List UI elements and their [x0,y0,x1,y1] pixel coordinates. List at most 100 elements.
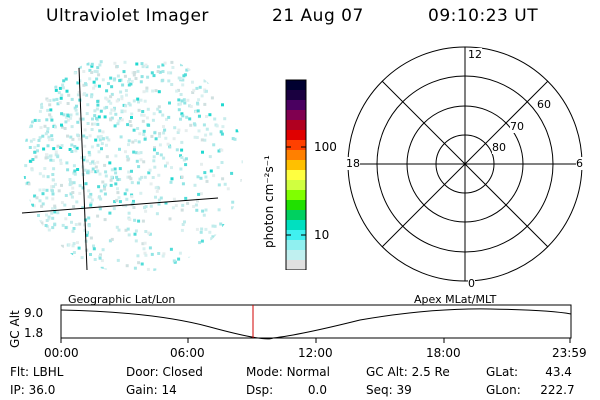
image-pixel [93,122,96,126]
image-pixel [105,136,109,140]
image-pixel [172,197,176,201]
image-pixel [116,258,120,262]
image-pixel [90,145,94,149]
image-pixel [161,113,165,117]
image-pixel [120,95,124,99]
instrument-title: Ultraviolet Imager [46,6,209,26]
image-pixel [162,156,166,160]
image-pixel [85,136,89,140]
image-pixel [111,108,115,112]
image-pixel [212,143,216,147]
image-pixel [203,171,207,175]
lat-label-70: 70 [510,120,524,133]
timeline-xtick-1800: 18:00 [426,346,461,360]
image-pixel [49,154,53,158]
image-pixel [203,88,207,92]
image-pixel [66,102,70,105]
image-pixel [205,115,208,118]
image-pixel [42,174,46,178]
image-pixel [90,170,94,174]
image-pixel [195,86,199,90]
image-pixel [130,193,134,197]
image-pixel [146,75,150,79]
image-pixel [113,167,117,171]
colorbar-cell [286,150,306,161]
image-pixel [67,253,71,257]
image-pixel [184,157,188,161]
image-pixel [96,66,100,70]
image-pixel [100,259,104,263]
image-pixel [143,137,147,141]
image-pixel [177,108,181,112]
image-pixel [194,110,198,114]
image-pixel [53,206,57,210]
image-pixel [170,60,174,64]
image-pixel [116,178,120,182]
image-pixel [126,227,130,231]
image-pixel [93,114,97,118]
image-pixel [165,161,169,165]
image-pixel [142,247,146,251]
image-pixel [151,89,155,93]
image-pixel [180,208,184,212]
colorbar-cell [286,260,306,270]
image-pixel [112,207,116,211]
image-pixel [204,133,208,137]
image-pixel [60,183,63,187]
image-pixel [63,127,67,130]
image-pixel [127,170,131,174]
image-pixel [59,96,63,100]
image-pixel [58,86,62,90]
image-pixel [82,83,86,87]
image-pixel [90,93,94,97]
image-pixel [223,182,227,186]
image-pixel [177,88,180,92]
colorbar-cell [286,80,306,91]
image-pixel [23,176,26,179]
image-pixel [137,165,141,169]
image-pixel [76,133,80,137]
image-pixel [65,161,69,165]
image-pixel [60,144,64,148]
image-pixel [168,101,171,105]
image-pixel [157,252,161,255]
image-pixel [70,143,74,147]
image-pixel [150,134,154,138]
image-pixel [71,186,75,190]
image-pixel [105,97,109,101]
image-pixel [181,78,185,82]
image-pixel [129,177,133,181]
image-pixel [44,156,48,160]
image-pixel [59,162,63,165]
image-pixel [203,138,207,142]
image-pixel [177,128,181,132]
image-pixel [56,102,60,106]
image-pixel [48,99,52,103]
image-pixel [215,124,219,128]
image-pixel [89,203,93,207]
image-pixel [181,223,185,226]
image-pixel [97,185,101,189]
image-pixel [217,183,221,187]
image-pixel [93,69,97,73]
image-pixel [185,68,189,72]
timeline-frame [60,304,572,339]
image-pixel [128,77,131,81]
image-pixel [69,116,73,120]
colorbar-cell [286,200,306,211]
timeline-xtick-1200: 12:00 [298,346,333,360]
image-pixel [135,62,139,66]
image-pixel [110,168,114,172]
image-pixel [132,73,136,77]
info-seq-label: Seq: [366,383,393,397]
image-pixel [40,105,44,109]
info-gcalt-value: 2.5 Re [411,365,450,379]
lat-label-80: 80 [492,141,506,154]
image-pixel [137,140,141,144]
image-pixel [108,239,112,243]
image-pixel [72,171,76,175]
image-pixel [114,112,118,116]
image-pixel [147,171,151,175]
image-pixel [165,117,168,121]
image-pixel [157,90,161,94]
